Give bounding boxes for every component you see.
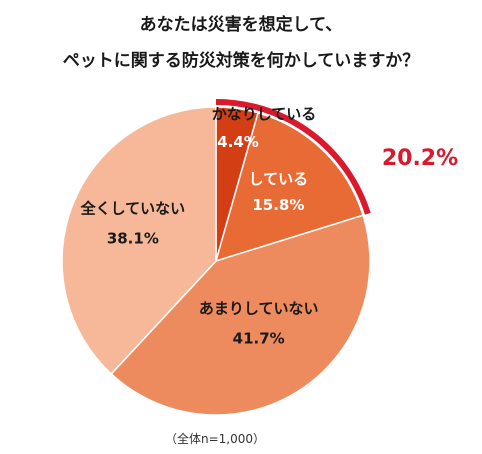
chart-title-line-2: ペットに関する防災対策を何かしていますか？ xyxy=(63,50,420,71)
slice-label-1: かなりしている xyxy=(212,105,317,123)
sample-size-note: （全体n=1,000） xyxy=(165,431,265,446)
highlight-percentage: 20.2% xyxy=(382,146,458,171)
slice-label-4: 全くしていない xyxy=(80,199,186,217)
slice-label-2: している xyxy=(249,170,309,188)
slice-labels: かなりしている 4.4% している 15.8% あまりしていない 41.7% 全くしていない… xyxy=(80,105,319,348)
highlight-arc xyxy=(215,99,371,215)
pie-slice-3 xyxy=(110,214,371,416)
pie-slice-2 xyxy=(214,111,364,263)
slice-value-3: 41.7% xyxy=(233,330,285,348)
slice-value-2: 15.8% xyxy=(252,196,304,214)
slice-label-3: あまりしていない xyxy=(199,300,319,318)
slice-value-4: 38.1% xyxy=(107,229,159,247)
slice-value-1: 4.4% xyxy=(217,133,259,151)
chart-title-line-1: あなたは災害を想定して、 xyxy=(140,14,343,35)
pie-slices xyxy=(61,106,371,416)
highlight-arc-group xyxy=(215,99,371,215)
pie-slice-4 xyxy=(61,106,217,375)
